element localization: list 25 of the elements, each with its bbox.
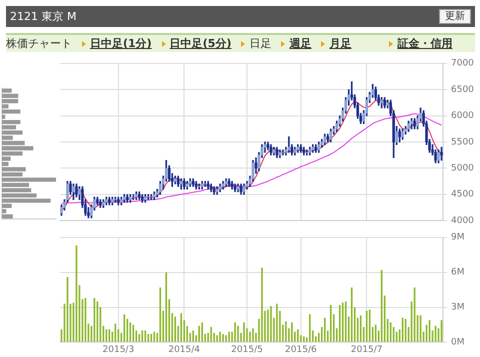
y-tick-label: 6500	[451, 84, 474, 95]
text: 株価チャート	[6, 36, 72, 51]
text: 日中足(1分)	[89, 36, 152, 51]
text: 証金・信用	[396, 36, 452, 51]
y-tick-label: 7000	[451, 58, 474, 69]
text: 日足	[248, 36, 272, 51]
text: 日中足(5分)	[168, 36, 232, 51]
x-tick-label: 2015/5	[231, 344, 263, 355]
text: 2121 東京 M	[10, 9, 76, 24]
y-tick-label: 6000	[451, 111, 474, 122]
y-tick-label: 4000	[451, 216, 474, 226]
text: 週足	[288, 36, 312, 51]
x-tick-label: 2015/7	[350, 344, 383, 355]
y-tick-label: 6M	[451, 268, 464, 278]
y-tick-label: 5000	[451, 164, 474, 174]
x-tick-label: 2015/4	[168, 344, 200, 355]
y-tick-label: 9M	[451, 232, 464, 243]
x-tick-label: 2015/3	[102, 344, 134, 355]
y-tick-label: 0M	[451, 338, 464, 348]
y-tick-label: 4500	[451, 190, 474, 200]
x-tick-label: 2015/6	[285, 344, 317, 355]
y-tick-label: 3M	[451, 302, 464, 313]
text: 月足	[328, 36, 352, 51]
text: 更新	[439, 9, 471, 24]
y-tick-label: 5500	[451, 137, 474, 148]
